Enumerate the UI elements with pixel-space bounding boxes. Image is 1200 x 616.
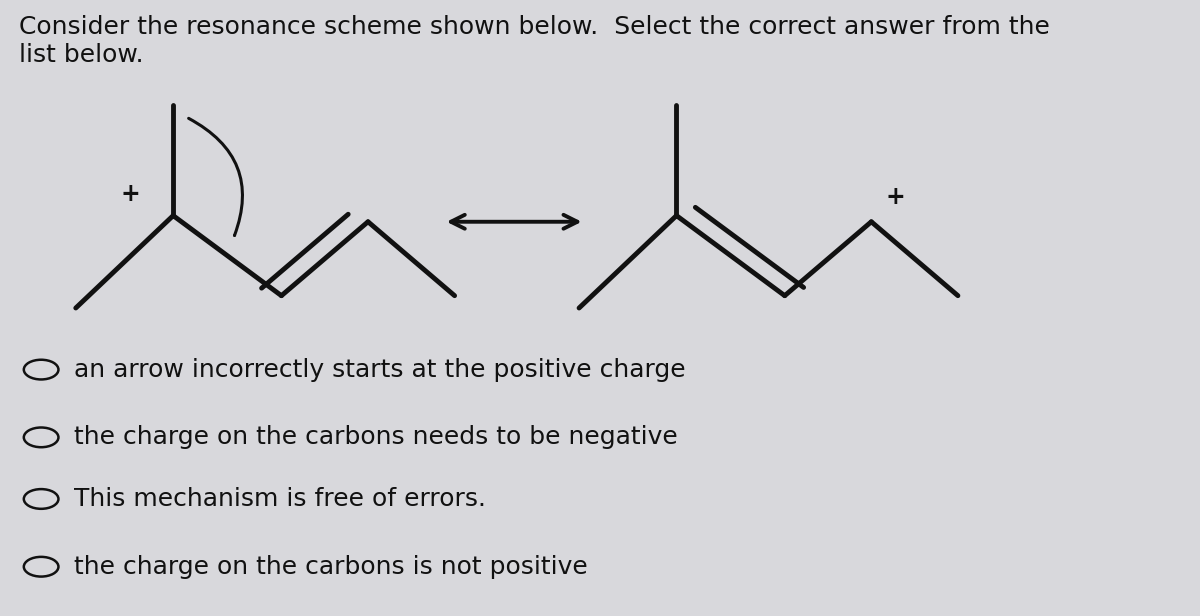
Text: This mechanism is free of errors.: This mechanism is free of errors. (73, 487, 486, 511)
FancyArrowPatch shape (188, 118, 242, 235)
Text: the charge on the carbons is not positive: the charge on the carbons is not positiv… (73, 555, 587, 578)
Text: the charge on the carbons needs to be negative: the charge on the carbons needs to be ne… (73, 426, 677, 449)
Text: +: + (120, 182, 139, 206)
Text: an arrow incorrectly starts at the positive charge: an arrow incorrectly starts at the posit… (73, 358, 685, 381)
Text: +: + (886, 185, 905, 209)
Text: Consider the resonance scheme shown below.  Select the correct answer from the
l: Consider the resonance scheme shown belo… (19, 15, 1050, 67)
